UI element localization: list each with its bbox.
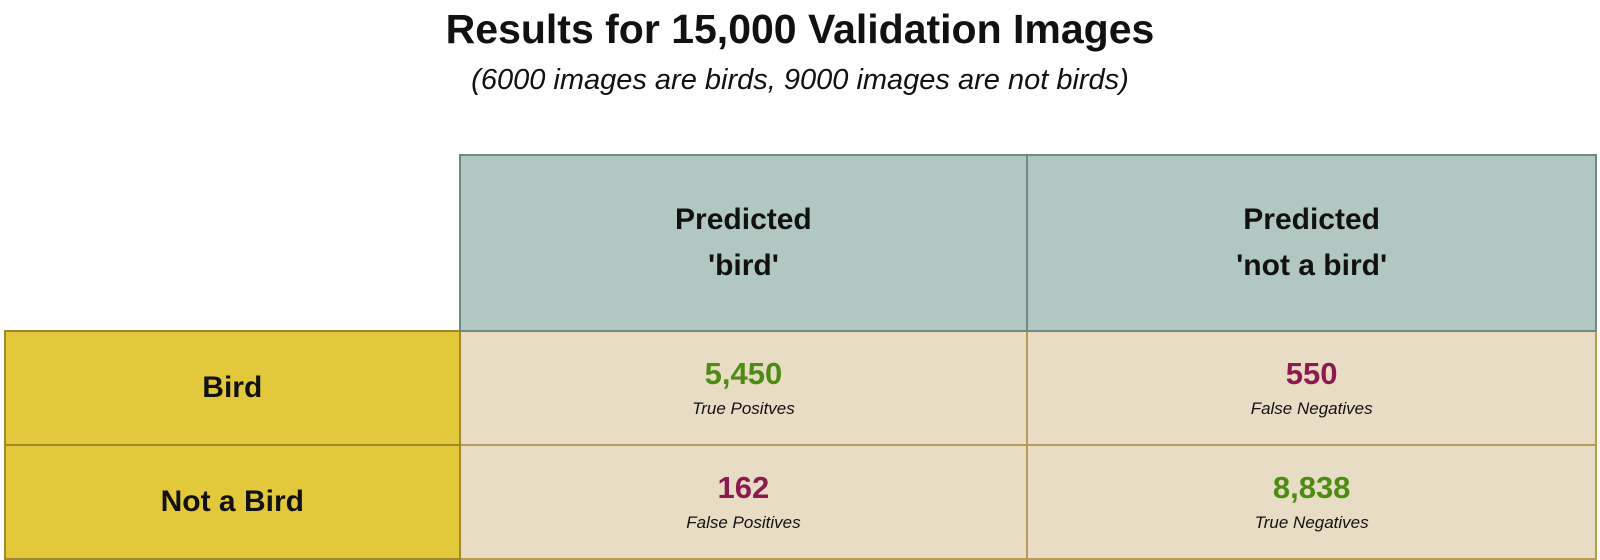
- column-header-line2: 'not a bird': [1236, 249, 1388, 282]
- cell-label: True Positves: [692, 399, 795, 418]
- cell-label: True Negatives: [1254, 513, 1369, 532]
- confusion-matrix-table: Predicted 'bird' Predicted 'not a bird' …: [4, 154, 1597, 560]
- row-header-not-a-bird: Not a Bird: [4, 444, 461, 560]
- column-header-line2: 'bird': [707, 249, 779, 282]
- corner-cell: [5, 155, 460, 331]
- page-subtitle: (6000 images are birds, 9000 images are …: [471, 64, 1129, 96]
- cell-value: 162: [717, 470, 770, 505]
- column-header-predicted-not-bird: Predicted 'not a bird': [1026, 154, 1597, 332]
- table-row-not-bird: Not a Bird 162 False Positives 8,838 Tru…: [4, 444, 1597, 560]
- cell-value: 8,838: [1272, 470, 1351, 505]
- column-header-line1: Predicted: [675, 203, 812, 236]
- cell-label: False Negatives: [1250, 399, 1373, 418]
- cell-true-positives: 5,450 True Positves: [458, 330, 1029, 446]
- header-row: Predicted 'bird' Predicted 'not a bird': [5, 154, 1597, 332]
- cell-false-negatives: 550 False Negatives: [1026, 330, 1597, 446]
- row-header-bird: Bird: [4, 330, 461, 446]
- cell-value: 5,450: [704, 356, 783, 391]
- page-title: Results for 15,000 Validation Images: [445, 6, 1155, 52]
- cell-false-positives: 162 False Positives: [458, 444, 1029, 560]
- cell-value: 550: [1285, 356, 1338, 391]
- cell-label: False Positives: [686, 513, 801, 532]
- column-header-predicted-bird: Predicted 'bird': [458, 154, 1029, 332]
- table-row-bird: Bird 5,450 True Positves 550 False Negat…: [4, 330, 1597, 446]
- cell-true-negatives: 8,838 True Negatives: [1026, 444, 1597, 560]
- column-header-line1: Predicted: [1243, 203, 1380, 236]
